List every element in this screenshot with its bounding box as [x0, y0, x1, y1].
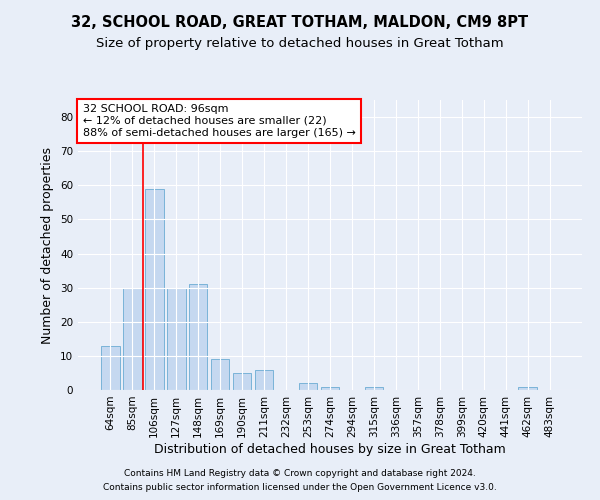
X-axis label: Distribution of detached houses by size in Great Totham: Distribution of detached houses by size …: [154, 442, 506, 456]
Bar: [101, 346, 119, 390]
Bar: [167, 288, 185, 390]
Bar: [365, 386, 383, 390]
Text: Contains HM Land Registry data © Crown copyright and database right 2024.: Contains HM Land Registry data © Crown c…: [124, 468, 476, 477]
Bar: [320, 386, 340, 390]
Bar: [211, 360, 229, 390]
Y-axis label: Number of detached properties: Number of detached properties: [41, 146, 55, 344]
Bar: [145, 188, 164, 390]
Bar: [123, 288, 142, 390]
Text: Contains public sector information licensed under the Open Government Licence v3: Contains public sector information licen…: [103, 484, 497, 492]
Text: 32, SCHOOL ROAD, GREAT TOTHAM, MALDON, CM9 8PT: 32, SCHOOL ROAD, GREAT TOTHAM, MALDON, C…: [71, 15, 529, 30]
Bar: [255, 370, 274, 390]
Bar: [233, 373, 251, 390]
Bar: [189, 284, 208, 390]
Text: Size of property relative to detached houses in Great Totham: Size of property relative to detached ho…: [96, 38, 504, 51]
Bar: [518, 386, 537, 390]
Bar: [299, 383, 317, 390]
Text: 32 SCHOOL ROAD: 96sqm
← 12% of detached houses are smaller (22)
88% of semi-deta: 32 SCHOOL ROAD: 96sqm ← 12% of detached …: [83, 104, 356, 138]
